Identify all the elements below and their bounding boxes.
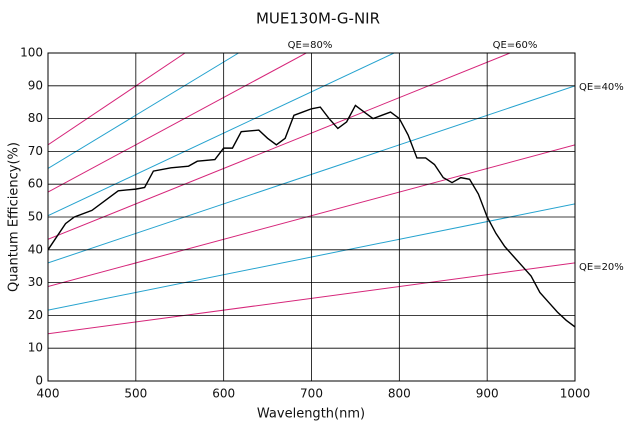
x-tick-label: 800 [388, 387, 411, 401]
series-line [48, 53, 511, 240]
y-tick-label: 0 [35, 374, 43, 388]
annotation: QE=40% [579, 82, 624, 93]
x-tick-label: 900 [476, 387, 499, 401]
y-tick-label: 60 [28, 177, 43, 191]
annotation: QE=20% [579, 262, 624, 273]
series-line [48, 53, 395, 217]
x-axis-label: Wavelength(nm) [257, 407, 365, 422]
series-line [48, 104, 575, 328]
series-line [48, 53, 239, 169]
y-tick-label: 20 [28, 308, 43, 322]
y-tick-label: 70 [28, 144, 43, 158]
y-axis-label: Quantum Efficiency(%) [7, 142, 22, 292]
x-tick-label: 700 [300, 387, 323, 401]
chart-title: MUE130M-G-NIR [256, 10, 380, 28]
y-tick-label: 10 [28, 341, 43, 355]
series-line [48, 53, 307, 193]
y-tick-label: 100 [20, 46, 43, 60]
y-tick-label: 90 [28, 78, 43, 92]
y-tick-label: 80 [28, 111, 43, 125]
annotation: QE=80% [288, 40, 333, 51]
x-tick-label: 600 [212, 387, 235, 401]
x-tick-label: 500 [124, 387, 147, 401]
y-tick-label: 40 [28, 242, 43, 256]
y-tick-label: 50 [28, 210, 43, 224]
series-line [48, 53, 186, 146]
annotation: QE=60% [493, 40, 538, 51]
x-tick-label: 400 [37, 387, 60, 401]
y-tick-label: 30 [28, 275, 43, 289]
x-tick-label: 1000 [560, 387, 591, 401]
